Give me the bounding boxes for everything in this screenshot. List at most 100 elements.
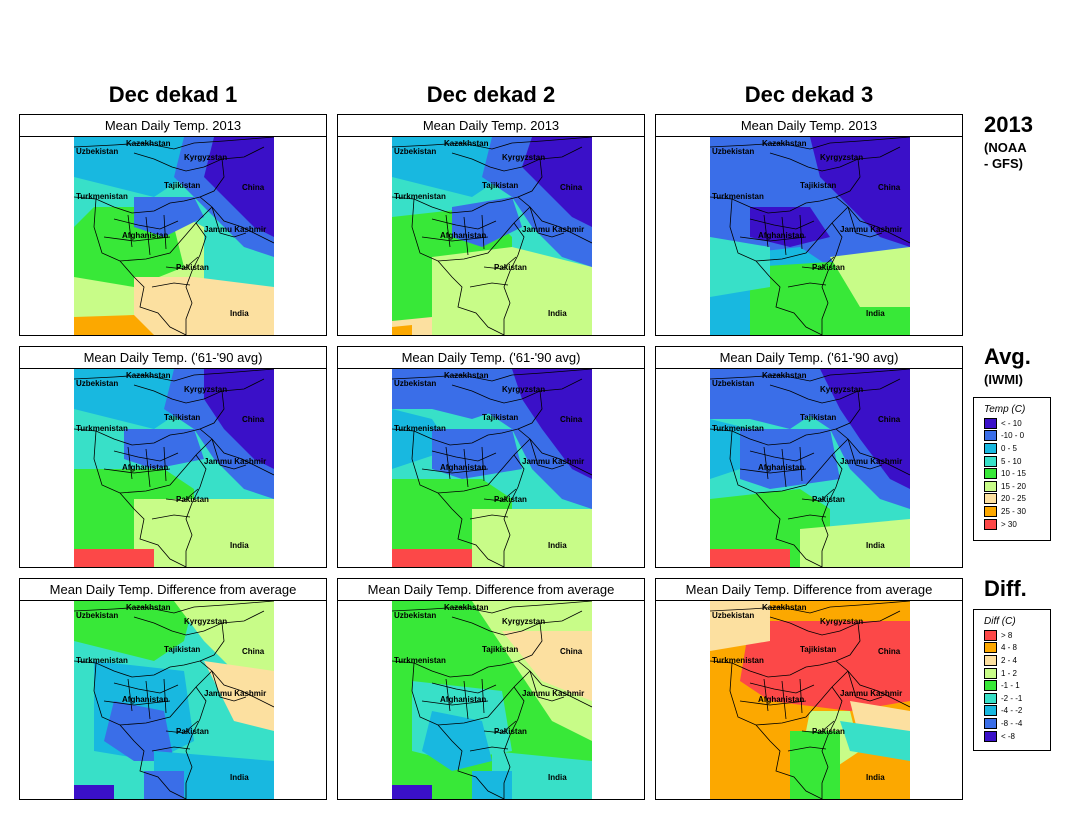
- legend-swatch: [984, 717, 997, 729]
- panel-title: Mean Daily Temp. Difference from average: [656, 579, 962, 601]
- map-panel-r3-c1: Mean Daily Temp. Difference from average…: [19, 578, 327, 800]
- map-label-uzbekistan: Uzbekistan: [712, 147, 755, 156]
- map-label-kyrgyzstan: Kyrgyzstan: [502, 385, 546, 394]
- legend-label: 2 - 4: [1001, 655, 1018, 665]
- legend-label: > 8: [1001, 630, 1013, 640]
- legend-swatch: [984, 468, 997, 480]
- legend-swatch: [984, 680, 997, 692]
- map-image: Kazakhstan Uzbekistan Kyrgyzstan Tajikistan…: [74, 137, 274, 335]
- map-image: Kazakhstan Uzbekistan Kyrgyzstan Tajikistan…: [392, 369, 592, 567]
- legend-label: -10 - 0: [1001, 431, 1025, 441]
- map-panel-r2-c3: Mean Daily Temp. ('61-'90 avg) Kazakhstan…: [655, 346, 963, 568]
- map-label-turkmenistan: Turkmenistan: [76, 656, 128, 665]
- column-heading-2: Dec dekad 2: [426, 82, 556, 107]
- map-label-tajikistan: Tajikistan: [482, 645, 519, 654]
- map-label-pakistan: Pakistan: [812, 495, 845, 504]
- map-label-afghanistan: Afghanistan: [440, 231, 487, 240]
- panel-title: Mean Daily Temp. Difference from average: [338, 579, 644, 601]
- map-label-afghanistan: Afghanistan: [122, 463, 169, 472]
- map-image: Kazakhstan Uzbekistan Kyrgyzstan Tajikistan…: [710, 601, 910, 799]
- map-label-china: China: [560, 647, 583, 656]
- map-label-kyrgyzstan: Kyrgyzstan: [820, 153, 864, 162]
- map-label-afghanistan: Afghanistan: [122, 231, 169, 240]
- legend-item: -1 - 1: [974, 679, 1050, 692]
- legend-swatch: [984, 642, 997, 654]
- row-source-2013-line1: (NOAA: [984, 140, 1027, 155]
- map-label-tajikistan: Tajikistan: [482, 413, 519, 422]
- legend-label: 0 - 5: [1001, 443, 1018, 453]
- map-label-kyrgyzstan: Kyrgyzstan: [820, 617, 864, 626]
- map-image: Kazakhstan Uzbekistan Kyrgyzstan Tajikistan…: [392, 137, 592, 335]
- panel-title: Mean Daily Temp. Difference from average: [20, 579, 326, 601]
- map-label-afghanistan: Afghanistan: [758, 463, 805, 472]
- legend-swatch: [984, 493, 997, 505]
- legend-label: 20 - 25: [1001, 494, 1026, 504]
- legend-swatch: [984, 654, 997, 666]
- map-panel-r1-c1: Mean Daily Temp. 2013 Kazakhstan Uzbekista…: [19, 114, 327, 336]
- legend-item: 2 - 4: [974, 654, 1050, 667]
- map-label-kazakhstan: Kazakhstan: [126, 139, 171, 148]
- map-label-uzbekistan: Uzbekistan: [394, 611, 437, 620]
- map-label-jammu-kashmir: Jammu Kashmir: [522, 689, 585, 698]
- legend-item: > 30: [974, 518, 1050, 531]
- map-label-kazakhstan: Kazakhstan: [126, 603, 171, 612]
- map-label-uzbekistan: Uzbekistan: [76, 611, 119, 620]
- map-label-kazakhstan: Kazakhstan: [444, 603, 489, 612]
- map-label-tajikistan: Tajikistan: [164, 413, 201, 422]
- map-label-kazakhstan: Kazakhstan: [762, 603, 807, 612]
- map-label-pakistan: Pakistan: [176, 263, 209, 272]
- legend-item: 0 - 5: [974, 442, 1050, 455]
- map-label-kyrgyzstan: Kyrgyzstan: [820, 385, 864, 394]
- map-label-jammu-kashmir: Jammu Kashmir: [204, 225, 267, 234]
- map-label-tajikistan: Tajikistan: [800, 645, 837, 654]
- legend-label: < - 10: [1001, 418, 1022, 428]
- map-label-tajikistan: Tajikistan: [800, 413, 837, 422]
- map-label-uzbekistan: Uzbekistan: [712, 379, 755, 388]
- map-label-tajikistan: Tajikistan: [800, 181, 837, 190]
- map-label-kyrgyzstan: Kyrgyzstan: [184, 153, 228, 162]
- legend-swatch: [984, 629, 997, 641]
- map-label-turkmenistan: Turkmenistan: [712, 656, 764, 665]
- map-label-pakistan: Pakistan: [494, 727, 527, 736]
- legend-item: -2 - -1: [974, 692, 1050, 705]
- map-label-turkmenistan: Turkmenistan: [394, 424, 446, 433]
- legend-label: 4 - 8: [1001, 643, 1018, 653]
- map-label-afghanistan: Afghanistan: [440, 463, 487, 472]
- legend-swatch: [984, 667, 997, 679]
- map-image: Kazakhstan Uzbekistan Kyrgyzstan Tajikistan…: [74, 601, 274, 799]
- map-label-turkmenistan: Turkmenistan: [394, 192, 446, 201]
- map-label-pakistan: Pakistan: [494, 263, 527, 272]
- legend-label: 10 - 15: [1001, 469, 1026, 479]
- legend-label: -4 - -2: [1001, 706, 1023, 716]
- map-label-china: China: [242, 415, 265, 424]
- column-heading-3: Dec dekad 3: [744, 82, 874, 107]
- map-label-tajikistan: Tajikistan: [482, 181, 519, 190]
- panel-title: Mean Daily Temp. ('61-'90 avg): [338, 347, 644, 369]
- map-image: Kazakhstan Uzbekistan Kyrgyzstan Tajikistan…: [710, 137, 910, 335]
- legend-swatch: [984, 417, 997, 429]
- legend-item: 5 - 10: [974, 455, 1050, 468]
- map-label-pakistan: Pakistan: [176, 727, 209, 736]
- map-panel-r3-c3: Mean Daily Temp. Difference from average…: [655, 578, 963, 800]
- map-label-india: India: [230, 541, 249, 550]
- panel-title: Mean Daily Temp. ('61-'90 avg): [656, 347, 962, 369]
- map-label-kazakhstan: Kazakhstan: [762, 371, 807, 380]
- legend-item: > 8: [974, 629, 1050, 642]
- map-label-kyrgyzstan: Kyrgyzstan: [502, 617, 546, 626]
- legend-item: 1 - 2: [974, 667, 1050, 680]
- legend-label: -8 - -4: [1001, 718, 1023, 728]
- map-label-pakistan: Pakistan: [812, 263, 845, 272]
- legend-item: 20 - 25: [974, 493, 1050, 506]
- row-label-avg: Avg.: [984, 344, 1031, 369]
- map-label-jammu-kashmir: Jammu Kashmir: [522, 457, 585, 466]
- temp-legend-title: Temp (C): [984, 404, 1026, 415]
- map-image: Kazakhstan Uzbekistan Kyrgyzstan Tajikistan…: [392, 601, 592, 799]
- map-image: Kazakhstan Uzbekistan Kyrgyzstan Tajikistan…: [74, 369, 274, 567]
- map-label-jammu-kashmir: Jammu Kashmir: [840, 225, 903, 234]
- legend-swatch: [984, 505, 997, 517]
- map-label-india: India: [548, 541, 567, 550]
- map-label-turkmenistan: Turkmenistan: [76, 424, 128, 433]
- map-label-uzbekistan: Uzbekistan: [76, 147, 119, 156]
- map-label-jammu-kashmir: Jammu Kashmir: [522, 225, 585, 234]
- map-label-india: India: [866, 541, 885, 550]
